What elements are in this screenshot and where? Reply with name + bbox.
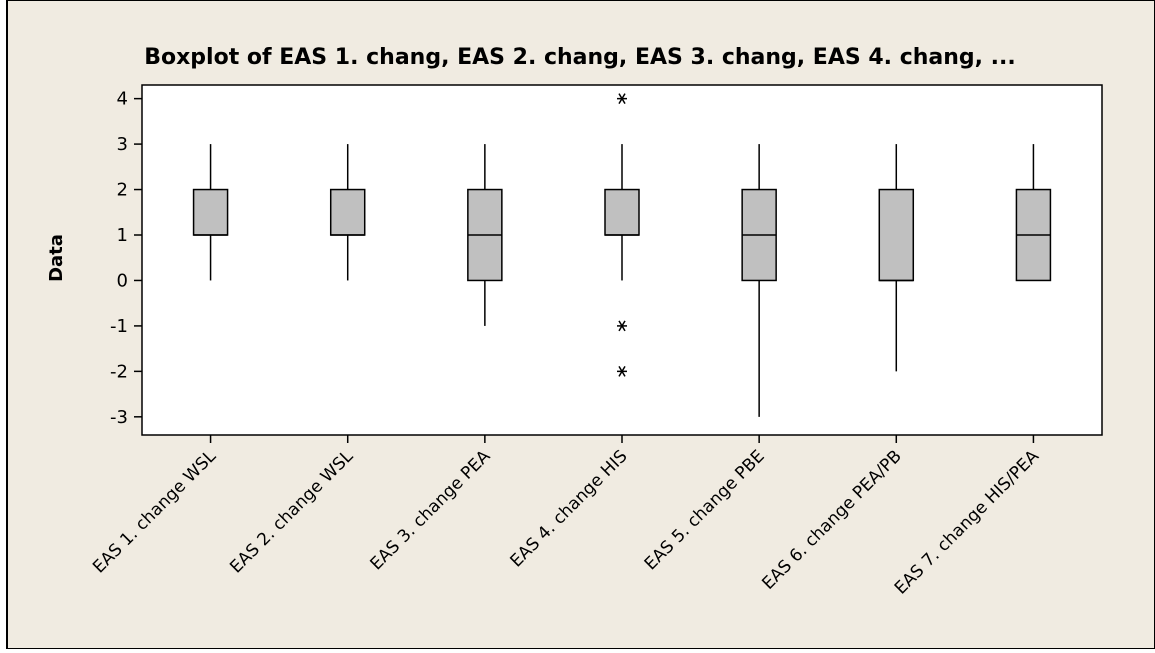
y-tick-label: 4 xyxy=(117,89,128,110)
outlier-stroke xyxy=(618,320,626,332)
y-axis: -3 -2 -1 0 1 2 3 4 xyxy=(110,89,142,428)
outlier-stroke xyxy=(618,365,626,377)
y-tick-label: 0 xyxy=(117,270,128,291)
box-iqr xyxy=(878,188,915,282)
box-group xyxy=(192,144,229,281)
outlier-stroke xyxy=(618,93,626,105)
box-iqr xyxy=(604,188,640,236)
y-tick-label: -3 xyxy=(110,407,128,428)
y-tick-label: 3 xyxy=(117,134,128,155)
box-iqr xyxy=(329,188,366,236)
y-tick-label: 1 xyxy=(117,225,128,246)
y-tick-label: -2 xyxy=(110,361,128,382)
outlier-marker xyxy=(617,365,627,377)
box-group xyxy=(467,144,503,326)
box-group xyxy=(1015,144,1052,282)
outlier-marker xyxy=(617,320,627,332)
box-group xyxy=(604,93,640,377)
box-group xyxy=(329,144,366,281)
outlier-marker xyxy=(617,93,627,105)
y-tick-label: 2 xyxy=(117,180,128,201)
box-group xyxy=(878,144,915,372)
box-series xyxy=(192,93,1052,417)
chart-title: Boxplot of EAS 1. chang, EAS 2. chang, E… xyxy=(144,45,1016,70)
y-tick-label: -1 xyxy=(110,316,128,337)
y-axis-label: Data xyxy=(46,234,67,282)
box-iqr xyxy=(192,188,229,236)
box-group xyxy=(741,144,777,417)
